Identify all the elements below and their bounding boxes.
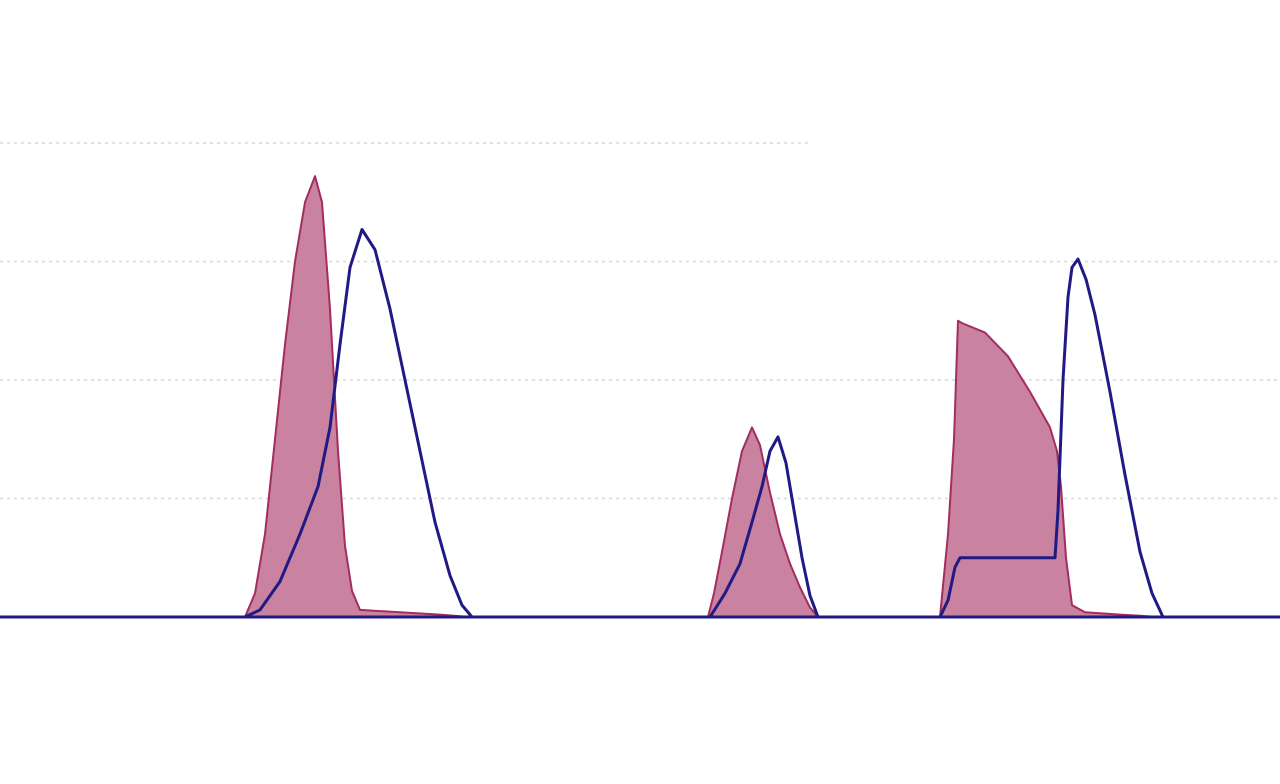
series-1-line: [0, 228, 1280, 619]
series-0-area: [0, 175, 1280, 618]
series-layer: [0, 175, 1280, 619]
grid-layer: [0, 142, 1280, 500]
